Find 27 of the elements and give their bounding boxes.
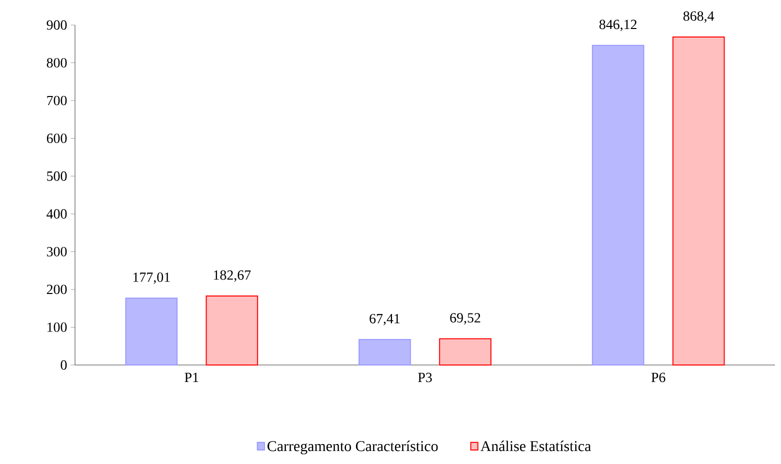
y-tick-label: 100	[48, 322, 67, 332]
y-tick-label: 0	[60, 360, 67, 370]
y-tick-label: 300	[46, 246, 67, 256]
bar	[592, 44, 644, 366]
x-tick-label: P3	[418, 372, 432, 382]
x-tick-label: P1	[184, 372, 198, 382]
data-label: 868,4	[683, 11, 714, 23]
legend-label: Carregamento Característico	[268, 440, 438, 454]
y-tick-label: 700	[47, 96, 67, 106]
data-label: 846,12	[599, 20, 636, 32]
data-label: 182,67	[214, 270, 251, 282]
bar	[125, 298, 178, 366]
data-label: 67,41	[370, 314, 400, 326]
x-tick-label: P6	[651, 372, 666, 382]
y-tick-label: 400	[46, 209, 67, 219]
legend-label: Análise Estatística	[480, 440, 591, 452]
y-tick-label: 500	[47, 171, 67, 181]
bar	[206, 295, 258, 366]
bar	[439, 338, 492, 366]
y-tick-label: 800	[46, 58, 67, 68]
y-tick-label: 200	[46, 284, 67, 294]
y-tick-label: 600	[46, 134, 67, 144]
bar	[672, 36, 725, 366]
data-label: 69,52	[450, 313, 480, 325]
y-tick-label: 900	[46, 20, 67, 30]
data-label: 177,01	[133, 272, 170, 284]
bar	[358, 339, 411, 366]
